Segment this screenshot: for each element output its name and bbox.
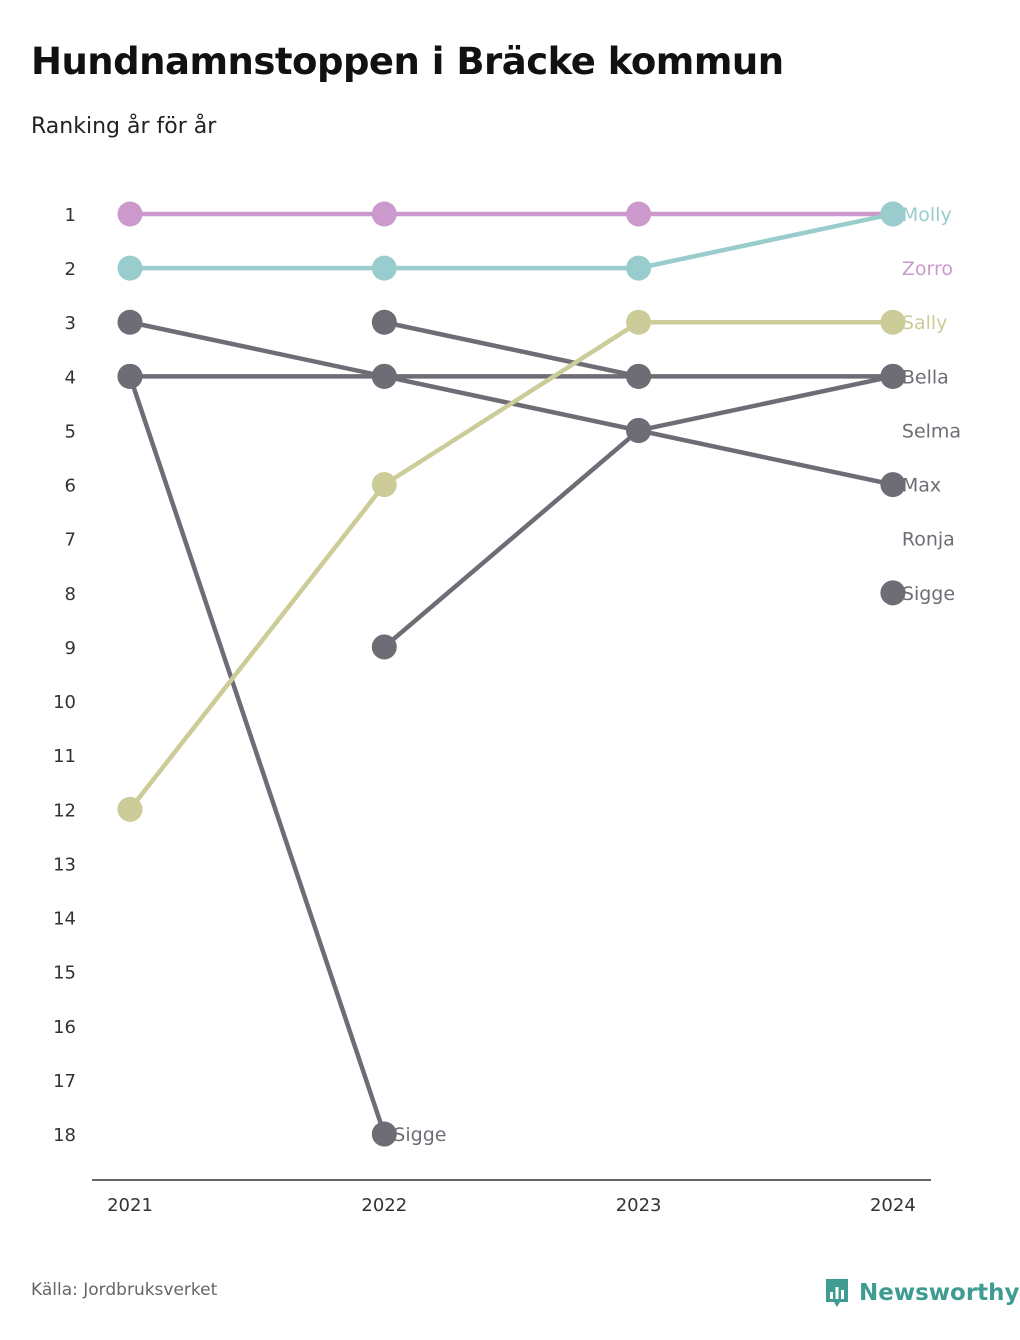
series-line [636, 211, 896, 271]
y-tick-label: 10 [53, 692, 76, 713]
series-point [626, 201, 652, 227]
brand-name: Newsworthy [859, 1280, 1020, 1306]
chart-title: Hundnamnstoppen i Bräcke kommun [31, 40, 784, 83]
series-line [636, 428, 896, 487]
series-point [880, 363, 906, 389]
series-point [626, 255, 652, 281]
series-labels: Molly Zorro Sally Bella Selma Max Ronja Sigge Si… [393, 204, 961, 1146]
series-line [127, 482, 387, 812]
series-lines [127, 211, 896, 1137]
series-point [371, 255, 397, 281]
series-line [382, 428, 641, 650]
inline-label: Sigge [393, 1124, 446, 1146]
end-label: Zorro [902, 258, 953, 280]
series-line [382, 319, 641, 487]
series-line [382, 319, 641, 379]
series-point [880, 201, 906, 227]
y-tick-label: 14 [53, 909, 76, 930]
y-tick-label: 4 [65, 367, 76, 388]
series-point [371, 201, 397, 227]
end-label: Sigge [902, 583, 955, 605]
end-label: Ronja [902, 529, 955, 551]
y-tick-label: 1 [65, 205, 76, 226]
x-tick-label: 2021 [107, 1195, 153, 1216]
y-tick-label: 11 [53, 746, 76, 767]
y-tick-label: 7 [65, 530, 76, 551]
x-tick-label: 2022 [361, 1195, 407, 1216]
series-line [127, 319, 387, 379]
x-tick-label: 2024 [870, 1195, 916, 1216]
series-point [371, 363, 397, 389]
y-tick-label: 12 [53, 800, 76, 821]
y-tick-label: 5 [65, 421, 76, 442]
y-tick-label: 17 [53, 1071, 76, 1092]
series-points [117, 201, 906, 1147]
end-label: Molly [902, 204, 952, 226]
series-point [626, 309, 652, 335]
newsworthy-logo: Newsworthy [823, 1276, 1020, 1310]
series-point [626, 363, 652, 389]
series-point [117, 309, 143, 335]
x-tick-label: 2023 [616, 1195, 662, 1216]
series-point [371, 1121, 397, 1147]
y-tick-label: 6 [65, 476, 76, 497]
end-label: Max [902, 475, 941, 497]
end-label: Sally [902, 312, 948, 334]
y-tick-label: 3 [65, 313, 76, 334]
source-note: Källa: Jordbruksverket [31, 1280, 218, 1300]
y-tick-label: 9 [65, 638, 76, 659]
series-line [636, 374, 896, 433]
series-point [371, 472, 397, 498]
chart-subtitle: Ranking år för år [31, 114, 217, 139]
series-point [117, 796, 143, 822]
end-label: Selma [902, 420, 961, 442]
series-point [371, 309, 397, 335]
series-point [880, 309, 906, 335]
series-point [371, 634, 397, 660]
end-label: Bella [902, 366, 949, 388]
y-tick-label: 16 [53, 1017, 76, 1038]
series-point [880, 580, 906, 606]
series-point [117, 255, 143, 281]
series-point [117, 201, 143, 227]
x-axis-ticks: 2021 2022 2023 2024 [107, 1195, 916, 1216]
series-point [117, 363, 143, 389]
series-line [127, 374, 387, 1137]
series-point [880, 472, 906, 498]
y-tick-label: 18 [53, 1125, 76, 1146]
series-point [626, 417, 652, 443]
bar-chart-speech-bubble-icon [826, 1279, 848, 1307]
y-tick-label: 2 [65, 259, 76, 280]
y-tick-label: 8 [65, 584, 76, 605]
y-tick-label: 15 [53, 963, 76, 984]
y-tick-label: 13 [53, 854, 76, 875]
